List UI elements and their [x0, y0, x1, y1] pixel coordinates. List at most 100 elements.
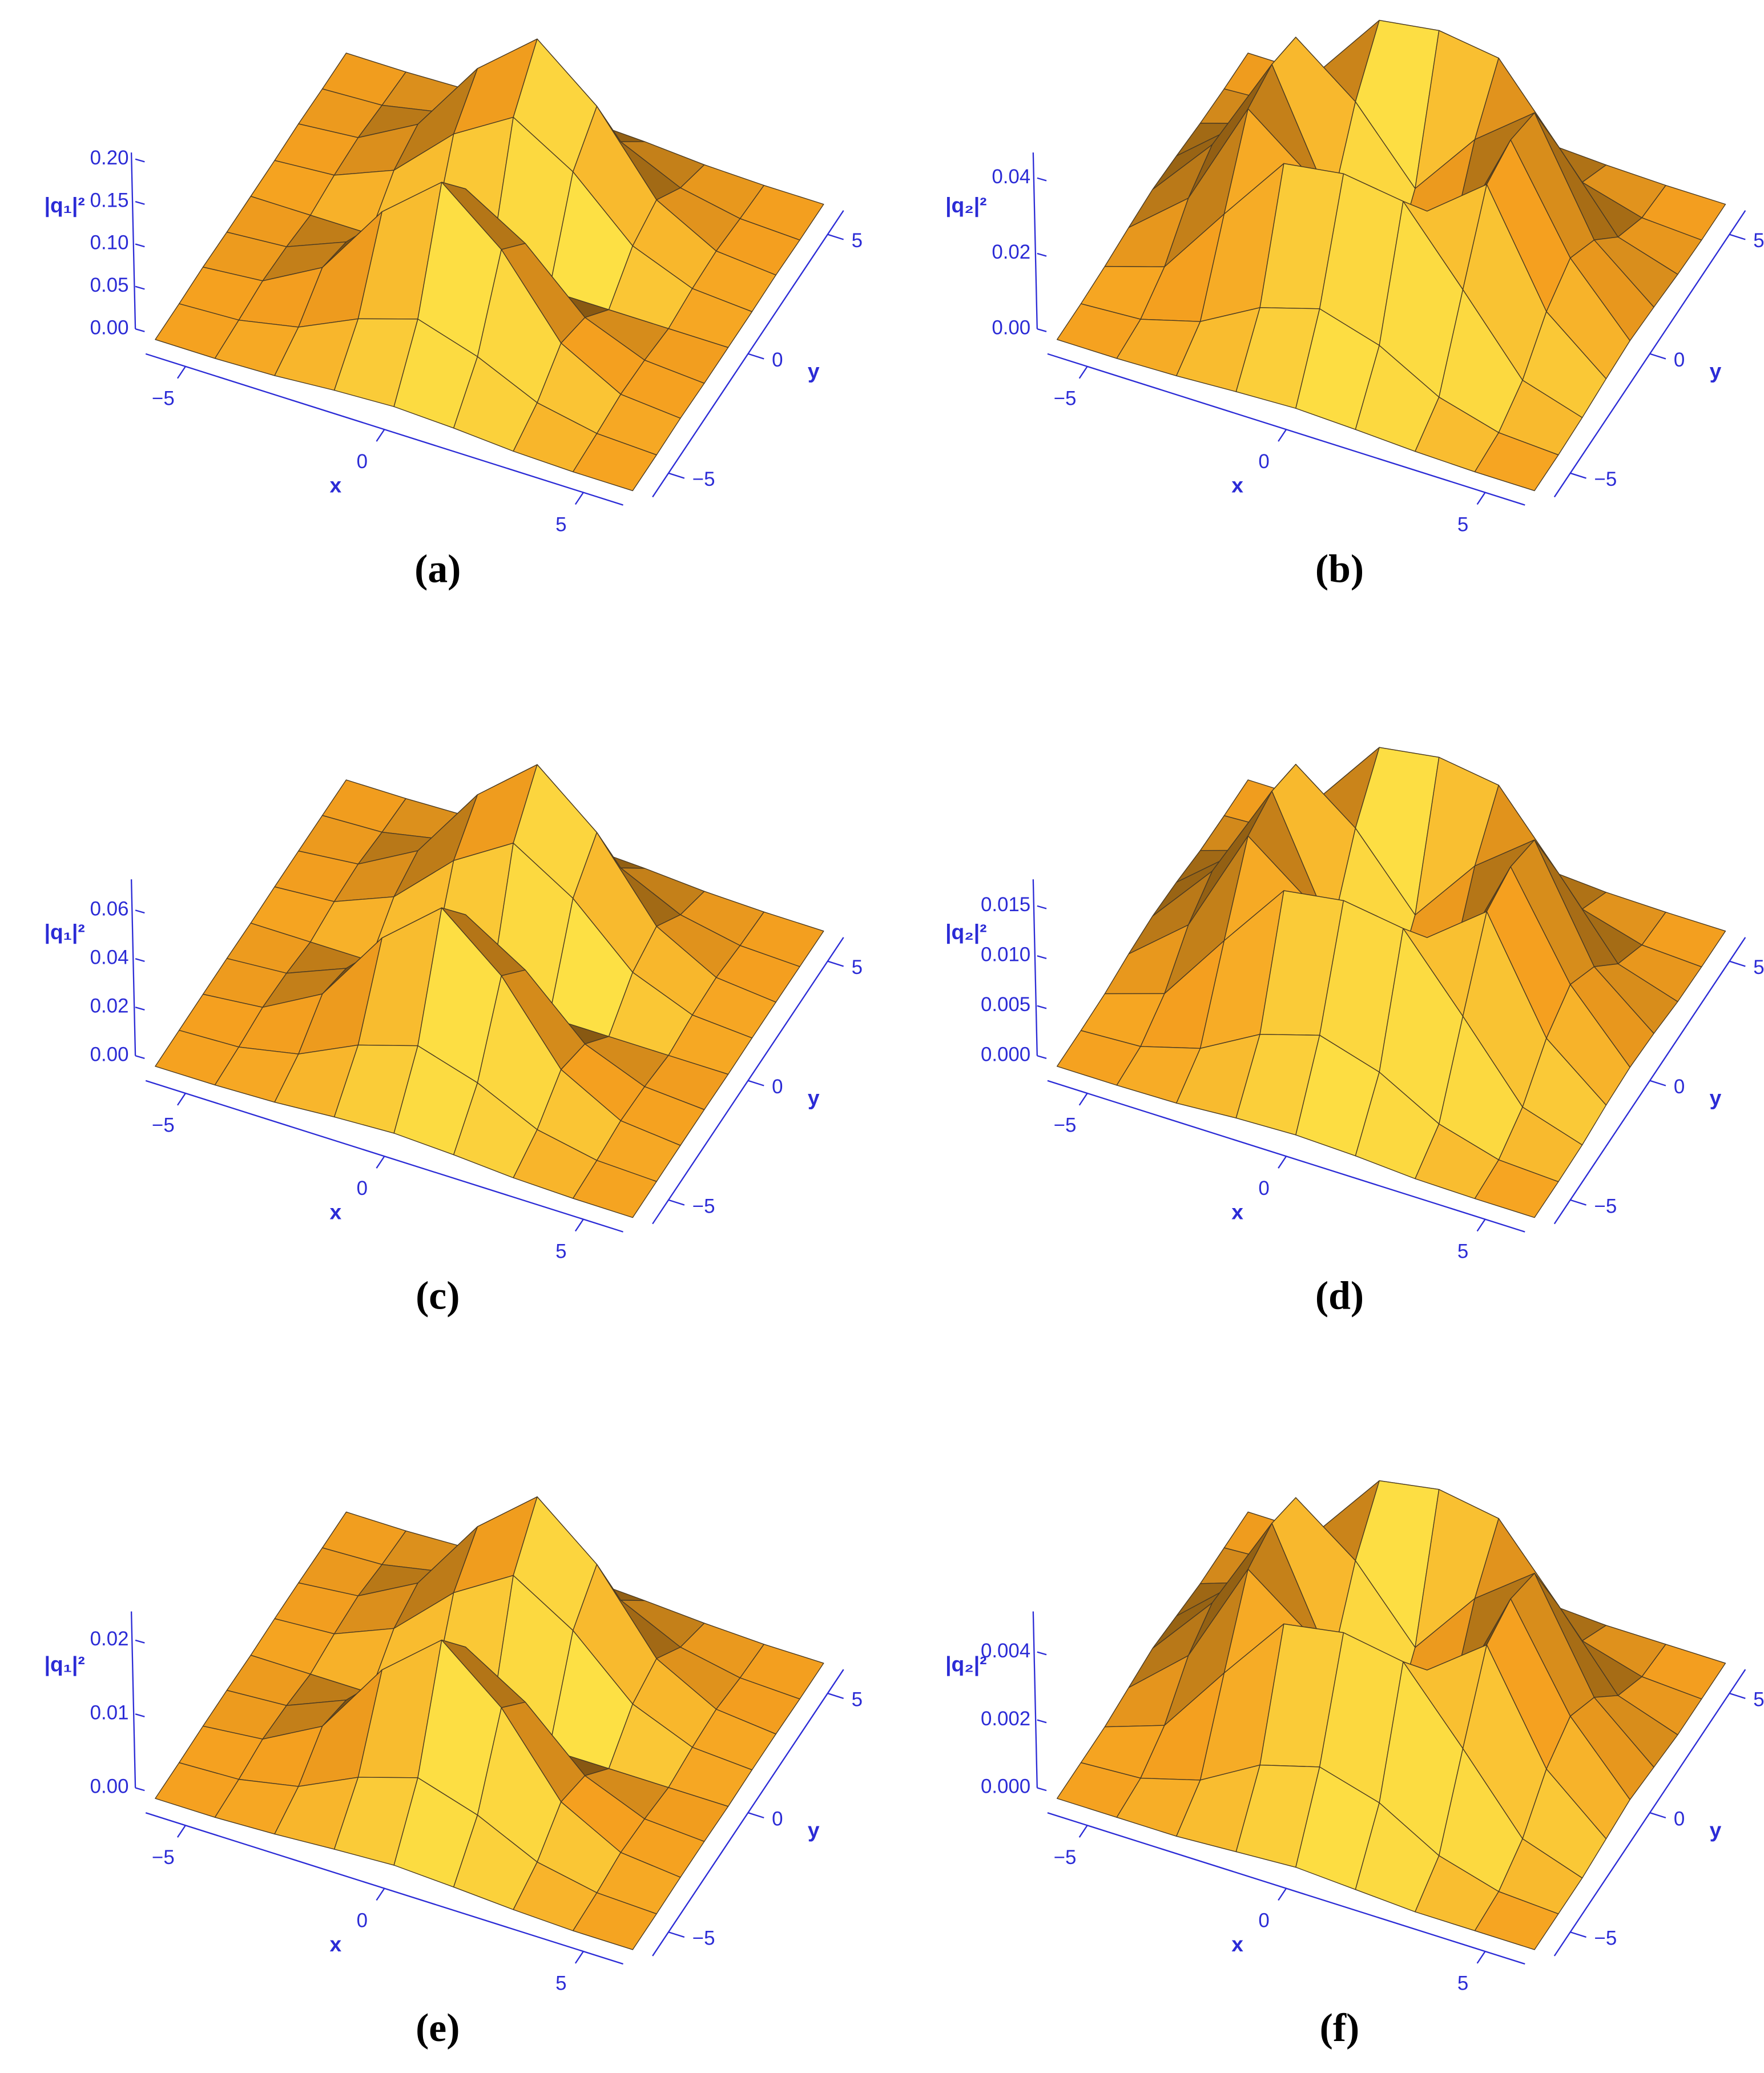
y-tick — [748, 1080, 764, 1086]
y-axis-label: y — [1710, 1818, 1722, 1842]
z-axis-label: |q₂|² — [945, 1652, 986, 1676]
y-tick-label: 0 — [772, 1808, 783, 1830]
y-axis-label: y — [808, 1086, 820, 1110]
z-tick — [135, 1007, 145, 1011]
y-tick-label: −5 — [1594, 468, 1617, 490]
surface-patch — [1474, 1891, 1559, 1950]
z-tick-label: 0.06 — [90, 898, 129, 920]
y-tick — [1729, 234, 1746, 240]
z-axis-label: |q₁|² — [45, 1652, 85, 1676]
x-axis-label: x — [330, 1932, 342, 1956]
x-tick — [1078, 1093, 1088, 1106]
x-tick-label: 0 — [357, 450, 368, 473]
x-tick-label: −5 — [1054, 388, 1077, 410]
z-tick-label: 0.002 — [981, 1708, 1030, 1730]
x-tick — [574, 1951, 584, 1964]
y-tick-label: 0 — [1674, 1076, 1685, 1098]
x-tick-label: 0 — [1258, 450, 1269, 473]
y-tick-label: −5 — [692, 1927, 715, 1950]
x-tick-label: −5 — [1054, 1114, 1077, 1137]
z-tick-label: 0.02 — [90, 995, 129, 1017]
x-axis — [1047, 1080, 1525, 1233]
y-tick — [1570, 1199, 1586, 1206]
y-tick — [1649, 1812, 1666, 1819]
x-axis-label: x — [330, 473, 342, 497]
x-tick — [1278, 1156, 1287, 1169]
x-tick — [1278, 429, 1287, 442]
z-tick — [135, 1713, 145, 1718]
x-tick — [1078, 1825, 1088, 1838]
z-tick-label: 0.010 — [981, 943, 1030, 965]
y-axis-label: y — [808, 359, 820, 383]
x-tick — [574, 492, 584, 505]
x-tick — [376, 1887, 385, 1901]
z-tick-label: 0.000 — [981, 1776, 1030, 1798]
caption: (d) — [1315, 1274, 1364, 1318]
z-tick — [135, 1639, 145, 1644]
z-tick — [1037, 177, 1047, 182]
x-tick-label: 0 — [1258, 1909, 1269, 1931]
x-tick — [376, 1156, 385, 1169]
z-tick-label: 0.004 — [981, 1640, 1030, 1662]
surface-patch — [1474, 432, 1559, 492]
y-tick-label: 5 — [1753, 230, 1764, 252]
y-tick — [1649, 353, 1666, 360]
y-tick — [827, 1692, 844, 1699]
z-axis-label: |q₁|² — [45, 920, 85, 944]
x-tick-label: 0 — [1258, 1177, 1269, 1199]
z-tick-label: 0.02 — [992, 241, 1030, 263]
x-tick-label: −5 — [1054, 1846, 1077, 1869]
surface-patch — [1474, 1159, 1559, 1218]
caption: (a) — [414, 548, 461, 591]
z-tick-label: 0.04 — [90, 946, 129, 968]
x-tick — [177, 1825, 186, 1838]
z-tick — [135, 958, 145, 963]
z-tick-label: 0.00 — [90, 1776, 129, 1798]
z-axis — [130, 152, 136, 329]
z-axis — [130, 1611, 136, 1788]
x-tick-label: −5 — [152, 1846, 175, 1869]
caption: (e) — [416, 2006, 460, 2050]
z-tick — [135, 328, 145, 332]
x-axis — [1047, 1812, 1525, 1965]
y-tick — [1729, 960, 1746, 967]
z-tick-label: 0.20 — [90, 147, 129, 169]
caption: (b) — [1315, 548, 1364, 591]
z-tick — [135, 1055, 145, 1059]
y-tick-label: 0 — [1674, 349, 1685, 371]
y-tick — [748, 353, 764, 360]
x-axis-label: x — [1231, 1932, 1243, 1956]
x-tick-label: −5 — [152, 388, 175, 410]
y-tick-label: −5 — [1594, 1927, 1617, 1950]
y-tick-label: 5 — [852, 956, 863, 979]
x-tick-label: 0 — [357, 1909, 368, 1931]
z-axis — [1032, 1611, 1038, 1788]
z-tick-label: 0.15 — [90, 189, 129, 211]
z-tick — [1037, 1719, 1047, 1724]
x-tick — [1078, 366, 1088, 379]
y-tick — [668, 1931, 685, 1938]
y-tick — [668, 472, 685, 479]
z-tick-label: 0.00 — [992, 316, 1030, 339]
x-tick-label: −5 — [152, 1114, 175, 1137]
z-tick-label: 0.05 — [90, 274, 129, 296]
z-axis — [1032, 152, 1038, 329]
z-tick — [135, 1787, 145, 1792]
y-axis-label: y — [1710, 359, 1722, 383]
x-tick-label: 5 — [555, 513, 566, 536]
z-tick-label: 0.04 — [992, 166, 1030, 188]
x-tick-label: 5 — [555, 1240, 566, 1262]
y-tick-label: 5 — [1753, 1688, 1764, 1710]
y-tick-label: 5 — [852, 230, 863, 252]
z-axis — [130, 879, 136, 1056]
z-tick — [1037, 1651, 1047, 1656]
y-tick-label: 0 — [772, 1076, 783, 1098]
x-tick — [1476, 492, 1486, 505]
y-tick — [1649, 1080, 1666, 1086]
z-tick — [1037, 1787, 1047, 1792]
y-tick — [1729, 1692, 1746, 1699]
x-tick — [1476, 1951, 1486, 1964]
z-tick-label: 0.00 — [90, 1043, 129, 1065]
